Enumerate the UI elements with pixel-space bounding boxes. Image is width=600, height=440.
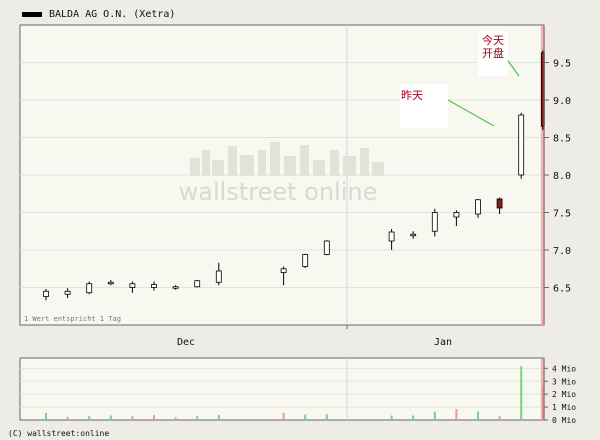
volume-bar — [477, 411, 479, 420]
volume-panel — [19, 357, 545, 421]
volume-bar — [174, 417, 177, 420]
price-y-axis: 6.5 7.0 7.5 8.0 8.5 9.0 9.5 — [543, 25, 571, 325]
candle-body — [302, 254, 309, 267]
candle-body — [194, 280, 201, 288]
volume-bar — [498, 416, 501, 420]
x-tick-dec: Dec — [177, 337, 195, 348]
candle — [475, 199, 481, 218]
price-y-tick-label: 8.0 — [553, 171, 571, 182]
volume-y-tick-label: 2 Mio — [552, 390, 576, 399]
volume-bar — [88, 416, 91, 420]
price-y-tick-label: 8.5 — [553, 134, 571, 145]
today-marker-band — [540, 26, 545, 325]
today-annotation-line2: 开盘 — [482, 47, 504, 60]
candle — [280, 266, 287, 286]
volume-bar — [66, 416, 69, 420]
candle — [129, 281, 136, 293]
volume-bar — [217, 415, 220, 420]
volume-bar — [412, 415, 415, 420]
volume-bar — [109, 415, 112, 420]
volume-y-tick-label: 4 Mio — [552, 364, 576, 373]
candle — [496, 197, 503, 214]
volume-y-tick-label: 3 Mio — [552, 377, 576, 386]
volume-bar — [390, 415, 393, 420]
volume-bar — [131, 416, 134, 420]
volume-y-tick-label: 1 Mio — [552, 403, 576, 412]
candle — [215, 262, 222, 286]
volume-marks — [45, 359, 545, 420]
candle-body — [280, 268, 287, 273]
candle — [323, 240, 330, 256]
candle-body — [107, 281, 114, 285]
volume-bar — [541, 385, 544, 420]
today-annotation-line1: 今天 — [482, 34, 504, 47]
candle-body — [172, 286, 179, 289]
candle — [107, 280, 114, 286]
legend-label: BALDA AG O.N. (Xetra) — [49, 8, 176, 20]
volume-bar — [282, 412, 285, 420]
legend-swatch — [22, 11, 42, 17]
volume-bar — [325, 414, 328, 420]
candle-body — [475, 199, 481, 215]
volume-bar — [455, 409, 458, 420]
candle-body — [86, 283, 93, 294]
volume-hgrid — [20, 367, 544, 408]
yesterday-pointer-line — [447, 99, 495, 127]
watermark-skyline — [190, 142, 384, 176]
volume-bar — [433, 411, 436, 420]
candle-body — [496, 198, 503, 209]
price-y-tick-label: 7.0 — [553, 246, 571, 257]
candle-body — [215, 270, 222, 283]
price-y-tick-label: 6.5 — [553, 284, 571, 295]
legend: BALDA AG O.N. (Xetra) — [22, 6, 175, 22]
price-marks — [43, 26, 545, 325]
candle — [388, 229, 395, 250]
candle — [43, 289, 49, 301]
price-y-tick-label: 9.0 — [553, 96, 571, 107]
x-tick-jan: Jan — [434, 337, 452, 348]
candle — [302, 253, 309, 268]
price-y-tick-label: 9.5 — [553, 59, 571, 70]
candle-body — [64, 290, 71, 295]
volume-bar — [153, 415, 155, 420]
today-note-box — [478, 31, 508, 76]
candle-body — [43, 290, 49, 297]
yesterday-note-box — [400, 84, 448, 128]
candle — [453, 210, 460, 226]
volume-y-axis: 0 Mio 1 Mio 2 Mio 3 Mio 4 Mio — [543, 358, 576, 425]
copyright: (C) wallstreet:online — [8, 429, 110, 438]
volume-bar — [45, 412, 47, 420]
volume-y-tick-label: 0 Mio — [552, 416, 576, 425]
candle-body — [129, 283, 136, 288]
candle-body — [518, 114, 525, 176]
candle — [518, 112, 525, 179]
candle — [64, 288, 71, 298]
candle-body — [453, 212, 460, 218]
volume-bar — [520, 366, 523, 420]
volume-bar — [304, 414, 307, 420]
today-pointer-line — [505, 57, 520, 77]
candle — [86, 281, 93, 295]
watermark: wallstreet online — [179, 178, 378, 206]
candle — [151, 281, 157, 291]
candle — [410, 231, 417, 239]
candle — [194, 280, 201, 288]
candle-body — [388, 231, 395, 242]
candle — [431, 208, 438, 237]
yesterday-annotation: 昨天 — [401, 89, 423, 102]
candle-body — [410, 233, 417, 237]
candle — [172, 285, 179, 290]
candle-body — [151, 284, 157, 288]
candle-body — [431, 212, 438, 232]
resolution-note: 1 Wert entspricht 1 Tag — [24, 315, 121, 323]
candle-body — [323, 240, 330, 255]
volume-bar — [196, 416, 199, 420]
price-y-tick-label: 7.5 — [553, 209, 571, 220]
price-hgrid — [20, 62, 544, 288]
